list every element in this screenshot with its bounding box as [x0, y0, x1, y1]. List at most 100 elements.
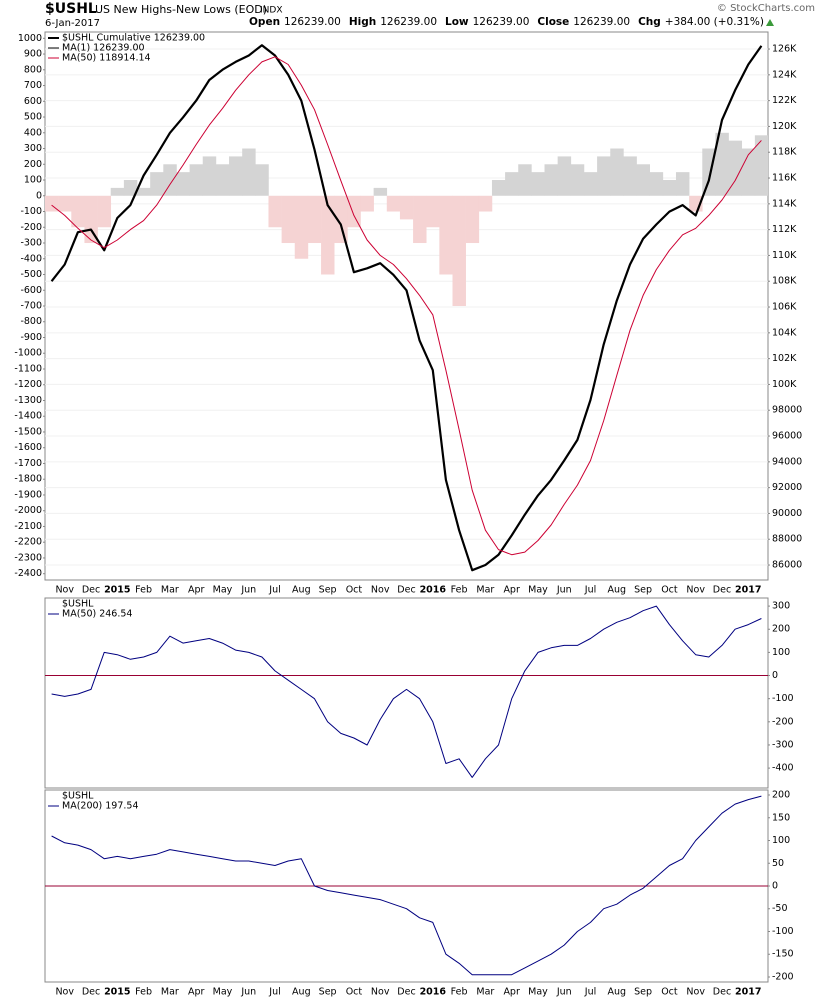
x-tick-label: Nov: [686, 987, 705, 998]
y-tick-label: 120K: [772, 121, 797, 132]
x-tick-label: Mar: [161, 585, 179, 596]
y-tick-label: -300: [772, 739, 794, 750]
y-tick-label: 500: [24, 112, 42, 123]
oscillator-bar: [754, 135, 768, 196]
x-tick-label: Nov: [371, 987, 390, 998]
oscillator-bar: [334, 195, 348, 244]
series-line: [50, 44, 763, 572]
quote-label: High: [349, 16, 376, 28]
x-tick-label: Jun: [556, 987, 572, 998]
legend-label: MA(200) 197.54: [62, 801, 139, 812]
y-tick-label: 118K: [772, 147, 797, 158]
y-tick-label: 124K: [772, 69, 797, 80]
oscillator-bar: [426, 195, 440, 228]
oscillator-bar: [215, 164, 230, 196]
y-tick-label: 88000: [772, 534, 802, 545]
quote-value: +384.00 (+0.31%): [665, 16, 764, 28]
y-tick-label: 700: [24, 80, 42, 91]
y-tick-label: 106K: [772, 302, 797, 313]
y-tick-label: 200: [772, 624, 790, 635]
panel-frame: [44, 597, 769, 789]
oscillator-bar: [570, 164, 585, 196]
oscillator-bar: [439, 195, 453, 275]
oscillator-bar: [229, 156, 243, 196]
quote-value: 126239.00: [573, 16, 630, 28]
y-tick-label: -100: [772, 693, 794, 704]
y-tick-label: 900: [24, 49, 42, 60]
x-tick-label: Oct: [346, 585, 363, 596]
y-tick-label: -2200: [14, 537, 42, 548]
x-tick-label: Oct: [661, 987, 678, 998]
oscillator-bar: [452, 195, 466, 306]
y-tick-label: 600: [24, 96, 42, 107]
y-tick-label: 100: [772, 647, 790, 658]
oscillator-bar: [715, 132, 729, 196]
y-tick-label: 108K: [772, 276, 797, 287]
y-tick-label: 96000: [772, 431, 802, 442]
x-tick-label: Jul: [268, 585, 280, 596]
quote-label: Close: [537, 16, 569, 28]
oscillator-bar: [373, 187, 388, 196]
y-tick-label: 102K: [772, 353, 797, 364]
y-tick-label: -50: [772, 903, 788, 914]
y-tick-label: 200: [772, 790, 790, 801]
y-tick-label: -1900: [14, 489, 42, 500]
x-tick-label: May: [528, 585, 548, 596]
y-tick-label: -400: [20, 253, 42, 264]
x-tick-label: 2015: [104, 585, 130, 596]
x-tick-label: Apr: [503, 987, 520, 998]
quote-label: Open: [249, 16, 280, 28]
series-line: [51, 44, 762, 571]
x-tick-label: Oct: [346, 987, 363, 998]
y-tick-label: 90000: [772, 508, 802, 519]
oscillator-bar: [728, 140, 743, 196]
quote: Open 126239.00 High 126239.00 Low 126239.00 Cl…: [249, 16, 764, 28]
x-tick-label: 2015: [104, 987, 130, 998]
oscillator-bar: [386, 195, 401, 212]
y-tick-label: -150: [772, 949, 794, 960]
x-tick-label: Apr: [188, 585, 205, 596]
x-tick-label: Aug: [292, 585, 311, 596]
series-line: [51, 795, 762, 976]
y-tick-label: 114K: [772, 198, 797, 209]
y-tick-label: -100: [772, 926, 794, 937]
series-line: [51, 56, 762, 556]
x-tick-label: 2016: [420, 585, 447, 596]
oscillator-bar: [360, 195, 374, 212]
y-tick-label: -1300: [14, 395, 42, 406]
x-tick-label: Sep: [634, 585, 652, 596]
x-tick-label: Mar: [476, 585, 494, 596]
x-tick-label: Feb: [451, 987, 468, 998]
oscillator-bar: [123, 180, 138, 196]
x-tick-label: May: [213, 987, 233, 998]
x-tick-label: Apr: [503, 585, 520, 596]
y-tick-label: 92000: [772, 482, 802, 493]
legend-label: MA(1) 126239.00: [62, 43, 145, 54]
y-tick-label: -1800: [14, 474, 42, 485]
oscillator-bar: [518, 164, 532, 196]
x-tick-label: Aug: [608, 585, 627, 596]
y-tick-label: -400: [772, 763, 794, 774]
y-tick-label: -1700: [14, 458, 42, 469]
y-tick-label: -1000: [14, 348, 42, 359]
oscillator-bar: [505, 172, 519, 196]
oscillator-bar: [268, 195, 282, 228]
oscillator-bar: [662, 180, 677, 196]
x-tick-label: Dec: [713, 585, 731, 596]
oscillator-bar: [58, 195, 72, 212]
y-tick-label: 0: [36, 190, 42, 201]
legend-label: MA(50) 118914.14: [62, 53, 151, 64]
y-tick-label: -800: [20, 316, 42, 327]
x-tick-label: Sep: [634, 987, 652, 998]
x-tick-label: Sep: [319, 585, 337, 596]
exchange: INDX: [260, 6, 282, 16]
oscillator-bar: [150, 172, 164, 196]
x-tick-label: May: [528, 987, 548, 998]
oscillator-bar: [491, 180, 506, 196]
panel-frame: [44, 31, 769, 581]
y-tick-label: 0: [772, 670, 778, 681]
x-tick-label: 2017: [735, 585, 761, 596]
y-tick-label: 112K: [772, 224, 797, 235]
oscillator-bar: [294, 195, 309, 259]
x-tick-label: Aug: [608, 987, 627, 998]
